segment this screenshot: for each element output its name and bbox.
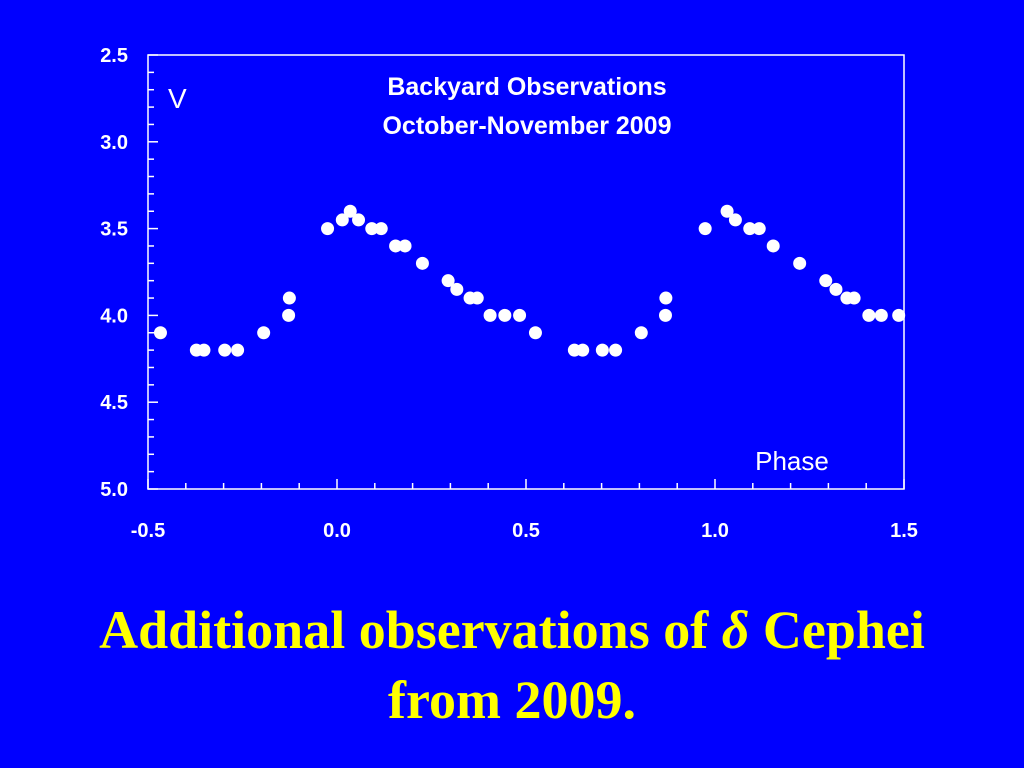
y-axis-ticks [148, 54, 158, 490]
data-point [658, 308, 672, 322]
data-point [752, 222, 766, 236]
data-point [634, 326, 648, 340]
data-point [197, 343, 211, 357]
data-point [659, 291, 673, 305]
y-tick-label: 4.5 [100, 392, 128, 414]
data-point [321, 222, 335, 236]
x-tick-label: 1.0 [701, 520, 729, 542]
caption-suffix: Cephei [749, 600, 925, 660]
x-axis-ticks [147, 479, 905, 489]
data-point [282, 291, 296, 305]
data-point [793, 256, 807, 270]
data-point [365, 222, 379, 236]
data-point [743, 222, 757, 236]
y-axis-tick-labels: 2.5 3.0 3.5 4.0 4.5 5.0 [100, 45, 128, 501]
data-point [576, 343, 590, 357]
data-point [470, 291, 484, 305]
caption-line2: from 2009. [388, 670, 636, 730]
data-point [441, 274, 455, 288]
data-point [720, 204, 734, 218]
x-axis-tick-labels: -0.5 0.0 0.5 1.0 1.5 [131, 520, 918, 542]
x-tick-label: -0.5 [131, 520, 165, 542]
data-point [415, 256, 429, 270]
caption-prefix: Additional observations of [99, 600, 722, 660]
delta-symbol: δ [721, 600, 750, 660]
data-point [231, 343, 245, 357]
data-point [398, 239, 412, 253]
data-point [528, 326, 542, 340]
data-point [498, 308, 512, 322]
caption-line1: Additional observations of δ Cephei [0, 598, 1024, 662]
data-point [389, 239, 403, 253]
data-point [153, 326, 167, 340]
data-point [819, 274, 833, 288]
data-point [343, 204, 357, 218]
y-tick-label: 5.0 [100, 479, 128, 501]
data-point [766, 239, 780, 253]
x-axis-label: Phase [755, 446, 829, 476]
data-point [218, 343, 232, 357]
data-point [728, 213, 742, 227]
data-point [595, 343, 609, 357]
y-tick-label: 3.5 [100, 219, 128, 241]
data-point [847, 291, 861, 305]
x-tick-label: 1.5 [890, 520, 918, 542]
data-point [450, 282, 464, 296]
data-point [862, 308, 876, 322]
data-point [257, 326, 271, 340]
data-point [335, 213, 349, 227]
data-point [892, 308, 906, 322]
x-tick-label: 0.5 [512, 520, 540, 542]
data-point [352, 213, 366, 227]
chart-title-line1: Backyard Observations [387, 73, 666, 101]
data-point [483, 308, 497, 322]
data-point [874, 308, 888, 322]
data-point [609, 343, 623, 357]
data-point [282, 308, 296, 322]
data-point [698, 222, 712, 236]
y-tick-label: 4.0 [100, 305, 128, 327]
y-axis-label: V [168, 83, 187, 114]
light-curve-chart: 2.5 3.0 3.5 4.0 4.5 5.0 -0.5 0.0 0.5 1.0 1.5 Back… [100, 45, 918, 542]
data-point [829, 282, 843, 296]
data-point [374, 222, 388, 236]
y-tick-label: 3.0 [100, 132, 128, 154]
data-point [513, 308, 527, 322]
y-tick-label: 2.5 [100, 45, 128, 67]
data-points [153, 204, 906, 357]
x-tick-label: 0.0 [323, 520, 351, 542]
chart-title-line2: October-November 2009 [382, 112, 671, 140]
